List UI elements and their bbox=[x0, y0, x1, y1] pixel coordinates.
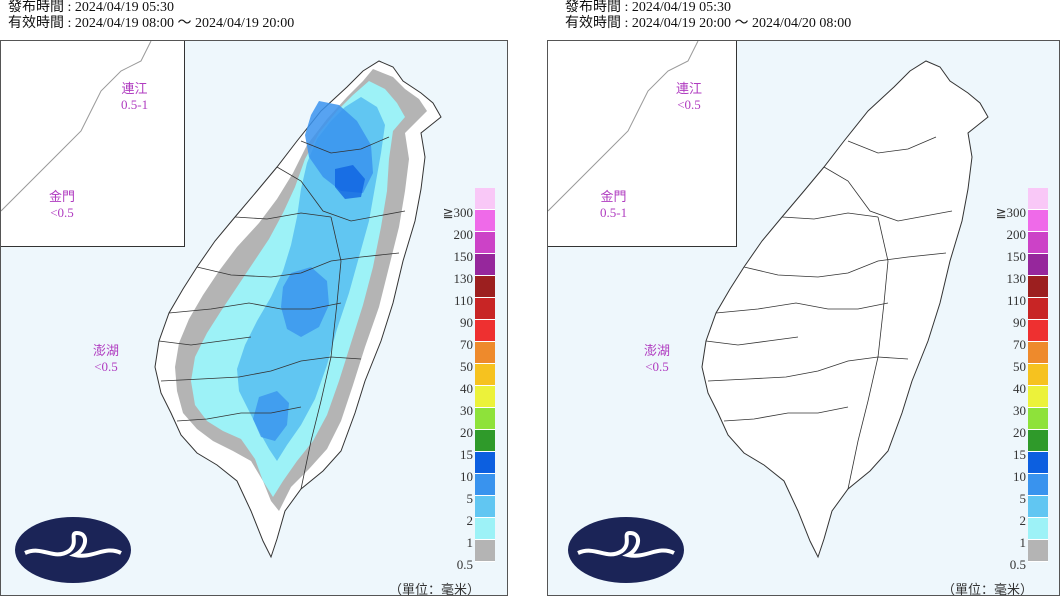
legend-level: 150 bbox=[1006, 249, 1027, 264]
issue-time: 發布時間 : 2024/04/19 05:30 bbox=[8, 0, 175, 15]
legend-swatch bbox=[1028, 320, 1048, 342]
legend-swatch bbox=[1028, 298, 1048, 320]
lienchiang-label: 連江 <0.5 bbox=[676, 81, 703, 112]
legend-level: 110 bbox=[1006, 293, 1026, 308]
legend-swatch bbox=[475, 320, 495, 342]
legend-swatch bbox=[475, 474, 495, 496]
rainfall-map: 連江 0.5-1 金門 <0.5 澎湖 <0.5 bbox=[0, 40, 508, 596]
lienchiang-label: 連江 0.5-1 bbox=[121, 81, 149, 112]
forecast-panel-night: 發布時間 : 2024/04/19 05:30 有效時間 : 2024/04/1… bbox=[547, 0, 1060, 596]
legend-level: ≧300 bbox=[995, 205, 1026, 220]
legend-swatch bbox=[1028, 188, 1048, 210]
legend-swatch bbox=[1028, 232, 1048, 254]
issue-time: 發布時間 : 2024/04/19 05:30 bbox=[565, 0, 732, 15]
legend-swatch bbox=[475, 298, 495, 320]
legend-swatch bbox=[475, 408, 495, 430]
legend-level: 200 bbox=[453, 227, 474, 242]
legend-swatch bbox=[1028, 254, 1048, 276]
legend-swatch bbox=[475, 452, 495, 474]
legend-swatch bbox=[475, 430, 495, 452]
legend-level: 15 bbox=[1013, 447, 1026, 462]
legend-swatch bbox=[1028, 210, 1048, 232]
legend-swatch bbox=[1028, 540, 1048, 562]
legend-swatch bbox=[475, 386, 495, 408]
offshore-islands-inset: 連江 0.5-1 金門 <0.5 bbox=[1, 41, 185, 247]
legend-swatch bbox=[475, 188, 495, 210]
legend-level: 30 bbox=[1013, 403, 1026, 418]
legend-level: 1 bbox=[1019, 535, 1027, 550]
legend-swatch bbox=[1028, 452, 1048, 474]
legend-swatch bbox=[475, 232, 495, 254]
legend-level: 2 bbox=[1019, 513, 1027, 528]
legend-swatch bbox=[475, 518, 495, 540]
legend-swatch bbox=[475, 540, 495, 562]
legend-swatch bbox=[475, 364, 495, 386]
kinmen-label: 金門 0.5-1 bbox=[600, 189, 628, 220]
legend-swatch bbox=[475, 496, 495, 518]
legend-swatch bbox=[475, 342, 495, 364]
legend-level: 130 bbox=[453, 271, 474, 286]
penghu-label: 澎湖 <0.5 bbox=[93, 343, 120, 374]
rainfall-legend bbox=[475, 188, 495, 562]
legend-level: 90 bbox=[460, 315, 473, 330]
legend-level: 5 bbox=[466, 491, 474, 506]
legend-level: 5 bbox=[1019, 491, 1027, 506]
legend-level: 70 bbox=[1013, 337, 1026, 352]
legend-swatch bbox=[1028, 364, 1048, 386]
legend-swatch bbox=[1028, 518, 1048, 540]
legend-level: 50 bbox=[460, 359, 473, 374]
legend-level: 40 bbox=[460, 381, 473, 396]
kinmen-label: 金門 <0.5 bbox=[49, 189, 76, 220]
china-coast bbox=[548, 41, 736, 246]
legend-level: 70 bbox=[460, 337, 473, 352]
taiwan-map bbox=[154, 60, 442, 559]
legend-swatch bbox=[1028, 342, 1048, 364]
legend-swatch bbox=[1028, 386, 1048, 408]
legend-level: 150 bbox=[453, 249, 474, 264]
legend-level: 90 bbox=[1013, 315, 1026, 330]
china-coast bbox=[1, 41, 184, 246]
unit-label: （單位：毫米） bbox=[389, 582, 481, 596]
valid-time: 有效時間 : 2024/04/19 08:00 ～ 2024/04/19 20:… bbox=[8, 16, 295, 31]
rainfall-map: 連江 <0.5 金門 0.5-1 澎湖 <0.5 bbox=[547, 40, 1060, 596]
panel-header: 發布時間 : 2024/04/19 05:30 有效時間 : 2024/04/1… bbox=[565, 0, 851, 32]
legend-level: ≧300 bbox=[442, 205, 473, 220]
legend-level: 50 bbox=[1013, 359, 1026, 374]
legend-swatch bbox=[1028, 408, 1048, 430]
cwa-logo-icon bbox=[15, 517, 131, 583]
legend-swatch bbox=[1028, 496, 1048, 518]
taiwan-map bbox=[701, 60, 989, 559]
legend-level: 20 bbox=[460, 425, 473, 440]
legend-level: 0.5 bbox=[1009, 557, 1026, 572]
legend-level: 30 bbox=[460, 403, 473, 418]
legend-level: 2 bbox=[466, 513, 474, 528]
legend-level: 10 bbox=[1013, 469, 1026, 484]
legend-swatch bbox=[1028, 276, 1048, 298]
offshore-islands-inset: 連江 <0.5 金門 0.5-1 bbox=[548, 41, 737, 247]
legend-swatch bbox=[475, 254, 495, 276]
unit-label: （單位：毫米） bbox=[942, 582, 1034, 596]
rainfall-legend bbox=[1028, 188, 1048, 562]
legend-level: 110 bbox=[453, 293, 473, 308]
panel-header: 發布時間 : 2024/04/19 05:30 有效時間 : 2024/04/1… bbox=[8, 0, 294, 32]
cwa-logo-icon bbox=[568, 517, 684, 583]
legend-level: 10 bbox=[460, 469, 473, 484]
legend-level: 0.5 bbox=[456, 557, 473, 572]
legend-level: 40 bbox=[1013, 381, 1026, 396]
legend-level: 130 bbox=[1006, 271, 1027, 286]
legend-level: 15 bbox=[460, 447, 473, 462]
legend-swatch bbox=[1028, 430, 1048, 452]
legend-level: 1 bbox=[466, 535, 474, 550]
legend-level: 20 bbox=[1013, 425, 1026, 440]
forecast-panel-day: 發布時間 : 2024/04/19 05:30 有效時間 : 2024/04/1… bbox=[0, 0, 508, 596]
legend-swatch bbox=[475, 210, 495, 232]
legend-swatch bbox=[475, 276, 495, 298]
valid-time: 有效時間 : 2024/04/19 20:00 ～ 2024/04/20 08:… bbox=[565, 16, 852, 31]
legend-level: 200 bbox=[1006, 227, 1027, 242]
legend-swatch bbox=[1028, 474, 1048, 496]
penghu-label: 澎湖 <0.5 bbox=[644, 343, 671, 374]
